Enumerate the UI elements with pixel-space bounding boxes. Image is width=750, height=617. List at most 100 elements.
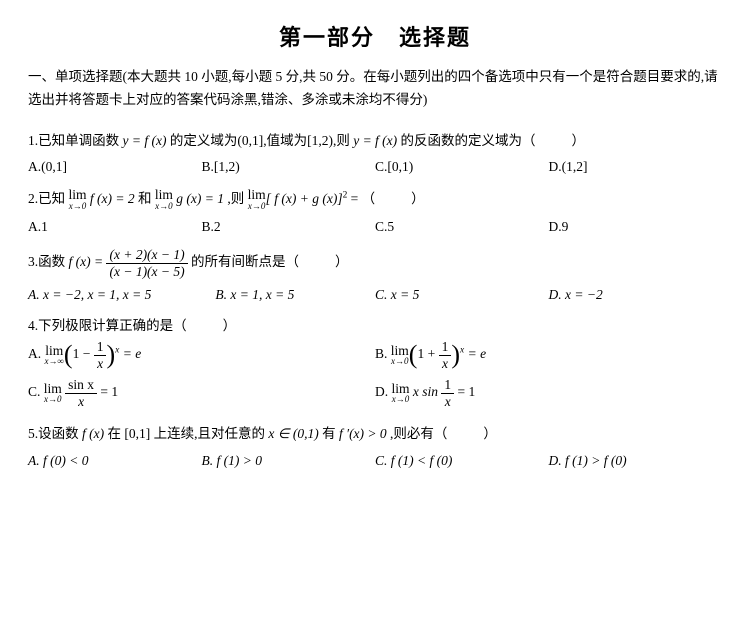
q1-opt-c: C.[0,1) — [375, 157, 549, 177]
question-5: 5.设函数 f (x) 在 [0,1] 上连续,且对任意的 x ∈ (0,1) … — [28, 423, 722, 445]
q2-opt-b: B.2 — [202, 217, 376, 237]
frac-num: (x + 2)(x − 1) — [106, 247, 187, 264]
q4-opt-a: A. limx→∞(1 − 1x)x = e — [28, 339, 375, 371]
rparen-icon: ) — [451, 342, 460, 368]
q4-stem: 4.下列极限计算正确的是（ — [28, 318, 187, 333]
frac-1x: 1x — [439, 339, 452, 371]
eq-e: = e — [119, 346, 141, 361]
lim: limx→0 — [44, 382, 62, 405]
q5-opt-b: B. f (1) > 0 — [202, 451, 376, 471]
q5-opt-a: A. f (0) < 0 — [28, 451, 202, 471]
lim-bot: x→0 — [392, 395, 410, 404]
q3-opt-d: D. x = −2 — [548, 285, 722, 305]
q1-fx2: y = f (x) — [353, 133, 397, 148]
q2-end: ） — [411, 191, 425, 206]
lim-top: lim — [391, 344, 409, 358]
question-3: 3.函数 f (x) = (x + 2)(x − 1)(x − 1)(x − 5… — [28, 247, 722, 279]
lparen-icon: ( — [64, 342, 73, 368]
q5-end: ） — [483, 426, 497, 441]
exam-page: 第一部分 选择题 一、单项选择题(本大题共 10 小题,每小题 5 分,共 50… — [0, 0, 750, 617]
q5-mid3: ,则必有（ — [387, 426, 448, 441]
q2-opt-c: C.5 — [375, 217, 549, 237]
lim-bot: x→0 — [248, 202, 266, 211]
frac-1x: 1x — [94, 339, 107, 371]
opt-label: D. — [375, 384, 392, 399]
lim-top: lim — [248, 188, 266, 202]
q2-options: A.1 B.2 C.5 D.9 — [28, 217, 722, 237]
q1-stem-pre: 1.已知单调函数 — [28, 133, 123, 148]
q4-options: A. limx→∞(1 − 1x)x = e B. limx→0(1 + 1x)… — [28, 339, 722, 415]
eq-e: = e — [464, 346, 486, 361]
q2-eq: = （ — [347, 191, 375, 206]
page-title: 第一部分 选择题 — [28, 20, 722, 52]
lim: limx→0 — [392, 382, 410, 405]
q5-xin: x ∈ (0,1) — [268, 426, 318, 441]
frac-den: (x − 1)(x − 5) — [106, 264, 187, 280]
question-1: 1.已知单调函数 y = f (x) 的定义域为(0,1],值域为[1,2),则… — [28, 130, 722, 152]
lim-top: lim — [45, 344, 64, 358]
q1-opt-a: A.(0,1] — [28, 157, 202, 177]
lim-top: lim — [69, 188, 87, 202]
q4-opt-c: C. limx→0 sin xx = 1 — [28, 377, 375, 409]
q5-opt-c: C. f (1) < f (0) — [375, 451, 549, 471]
q3-fraction: (x + 2)(x − 1)(x − 1)(x − 5) — [106, 247, 187, 279]
lim-bot: x→∞ — [45, 357, 64, 366]
q2-lim2-body: g (x) = 1 — [173, 191, 224, 206]
one: 1 + — [417, 346, 438, 361]
lim-bot: x→0 — [44, 395, 62, 404]
lim-bot: x→0 — [391, 357, 409, 366]
q3-post: 的所有间断点是（ — [188, 254, 299, 269]
lim-top: lim — [155, 188, 173, 202]
rparen-icon: ) — [106, 342, 115, 368]
q5-fx: f (x) — [82, 426, 104, 441]
q3-end: ） — [335, 254, 349, 269]
q5-mid2: 有 — [319, 426, 339, 441]
q5-pre: 5.设函数 — [28, 426, 82, 441]
q3-opt-c: C. x = 5 — [375, 285, 549, 305]
q3-options: A. x = −2, x = 1, x = 5 B. x = 1, x = 5 … — [28, 285, 722, 305]
q3-pre: 3.函数 — [28, 254, 69, 269]
eq-1: = 1 — [454, 384, 475, 399]
q2-lim3-body: [ f (x) + g (x)]2 — [266, 191, 348, 206]
q3-opt-a: A. x = −2, x = 1, x = 5 — [28, 285, 215, 305]
q4-opt-b: B. limx→0(1 + 1x)x = e — [375, 339, 722, 371]
opt-label: A. — [28, 346, 45, 361]
section-instructions: 一、单项选择题(本大题共 10 小题,每小题 5 分,共 50 分。在每小题列出… — [28, 66, 722, 112]
q2-lim1: limx→0 — [69, 188, 87, 211]
frac-den: x — [439, 356, 452, 372]
q1-options: A.(0,1] B.[1,2) C.[0,1) D.(1,2] — [28, 157, 722, 177]
frac-num: 1 — [441, 377, 454, 394]
eq-1: = 1 — [97, 384, 118, 399]
lim-bot: x→0 — [69, 202, 87, 211]
q5-options: A. f (0) < 0 B. f (1) > 0 C. f (1) < f (… — [28, 451, 722, 471]
frac-den: x — [94, 356, 107, 372]
q2-pre: 2.已知 — [28, 191, 69, 206]
frac-num: sin x — [65, 377, 97, 394]
opt-label: B. — [375, 346, 391, 361]
question-4: 4.下列极限计算正确的是（ ） — [28, 315, 722, 337]
opt-label: C. — [28, 384, 44, 399]
lim: limx→0 — [391, 344, 409, 367]
xsin: x sin — [413, 384, 438, 399]
q4-opt-d: D. limx→0 x sin 1x = 1 — [375, 377, 722, 409]
q1-fx: y = f (x) — [123, 133, 167, 148]
bracket-expr: [ f (x) + g (x)] — [266, 191, 343, 206]
lim-top: lim — [44, 382, 62, 396]
frac-1x: 1x — [441, 377, 454, 409]
q2-lim2: limx→0 — [155, 188, 173, 211]
frac-den: x — [65, 394, 97, 410]
q1-stem-mid: 的定义域为(0,1],值域为[1,2),则 — [166, 133, 353, 148]
q3-opt-b: B. x = 1, x = 5 — [215, 285, 375, 305]
q1-end: ） — [572, 133, 586, 148]
lim-top: lim — [392, 382, 410, 396]
q2-lim1-body: f (x) = 2 — [87, 191, 135, 206]
one: 1 − — [73, 346, 94, 361]
q2-then: ,则 — [224, 191, 248, 206]
q2-opt-d: D.9 — [549, 217, 723, 237]
frac-num: 1 — [94, 339, 107, 356]
question-2: 2.已知 limx→0 f (x) = 2 和 limx→0 g (x) = 1… — [28, 188, 722, 211]
q2-opt-a: A.1 — [28, 217, 202, 237]
q5-opt-d: D. f (1) > f (0) — [549, 451, 723, 471]
q5-fprime: f ′(x) > 0 — [339, 426, 387, 441]
q4-end: ） — [223, 318, 237, 333]
